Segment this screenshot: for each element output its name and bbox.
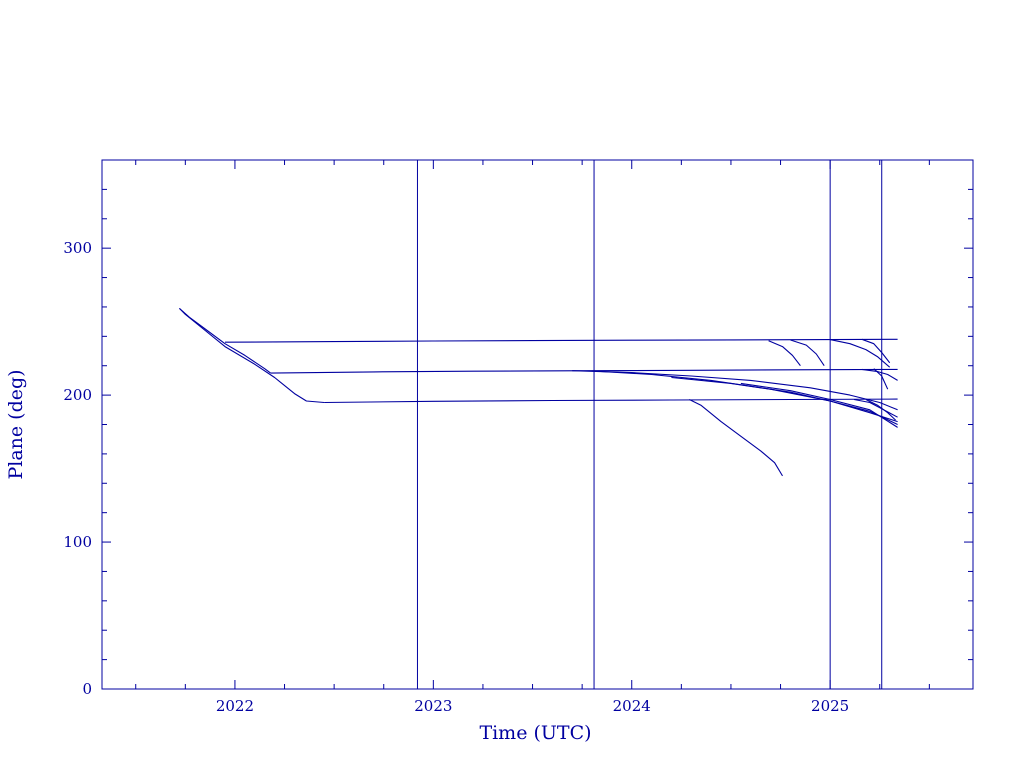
series-line-3 (224, 338, 898, 343)
tick-labels: 2022 2023 2024 2025 0 100 200 300 (63, 239, 849, 715)
series-layer (179, 307, 898, 477)
x-tick-label: 2024 (613, 697, 651, 715)
series-line-7 (790, 339, 825, 367)
series-line-15 (740, 382, 898, 428)
vertical-markers (416, 160, 883, 689)
x-axis-label: Time (UTC) (479, 722, 591, 744)
y-tick-label: 100 (63, 533, 92, 551)
series-line-12 (572, 370, 898, 411)
series-line-16 (853, 398, 898, 418)
series-line-6 (768, 340, 801, 367)
series-line-2 (179, 308, 325, 404)
y-axis-label: Plane (deg) (5, 369, 27, 479)
series-line-17 (865, 399, 896, 421)
x-tick-label: 2022 (216, 697, 254, 715)
y-tick-label: 300 (63, 239, 92, 257)
y-tick-label: 200 (63, 386, 92, 404)
series-line-14 (671, 376, 898, 425)
series-line-4 (270, 368, 898, 374)
series-line-18 (689, 399, 783, 477)
x-tick-label: 2023 (414, 697, 452, 715)
series-line-11 (861, 368, 898, 381)
plot-frame (101, 159, 974, 690)
series-line-13 (592, 370, 898, 423)
series-line-8 (829, 339, 891, 368)
axis-ticks (102, 159, 973, 690)
series-line-9 (861, 338, 891, 364)
y-tick-label: 0 (82, 680, 92, 698)
series-line-1 (179, 307, 271, 374)
x-tick-label: 2025 (811, 697, 849, 715)
series-line-5 (324, 398, 898, 404)
